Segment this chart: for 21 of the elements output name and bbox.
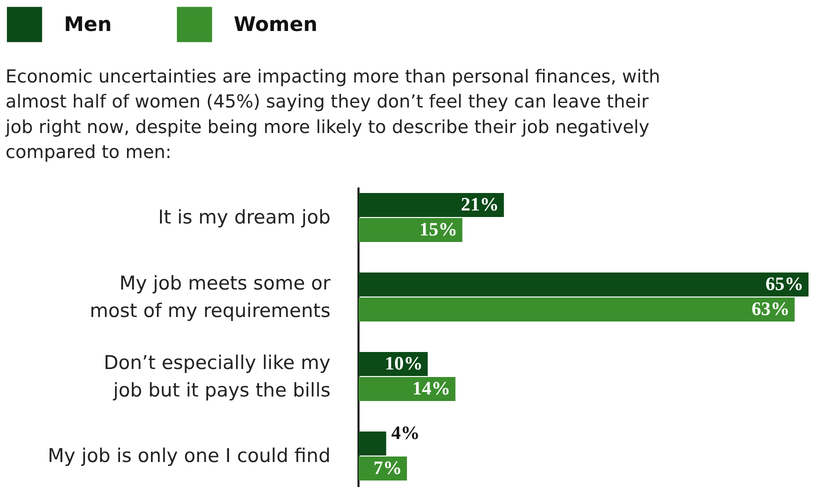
legend-label: Women bbox=[234, 12, 318, 36]
data-label: 15% bbox=[419, 220, 458, 240]
bar bbox=[358, 218, 462, 242]
bar bbox=[358, 193, 504, 217]
data-label: 63% bbox=[752, 299, 790, 320]
y-tick-label: My job meets some or most of my requirements bbox=[90, 272, 331, 322]
data-label: 4% bbox=[391, 423, 420, 444]
y-tick-label: My job is only one I could find bbox=[48, 445, 331, 467]
y-tick-label: Don’t especially like my job but it pays the bills bbox=[104, 352, 331, 402]
data-label: 14% bbox=[412, 378, 450, 400]
chart-subtitle: Economic uncertainties are impacting more than personal finances, with almost half of women (45%) saying they don’t feel they can leave their job right now, despite being more likely to describe their job negatively compared to men: bbox=[4, 66, 660, 164]
legend-label: Men bbox=[64, 12, 112, 36]
bar bbox=[358, 298, 795, 322]
bar bbox=[358, 432, 386, 456]
bar bbox=[358, 272, 808, 296]
data-label: 65% bbox=[766, 274, 804, 295]
bar bbox=[358, 377, 456, 401]
y-tick-label: It is my dream job bbox=[158, 206, 331, 228]
data-label: 21% bbox=[460, 194, 499, 216]
data-label: 10% bbox=[384, 354, 423, 374]
data-label: 7% bbox=[373, 458, 402, 479]
